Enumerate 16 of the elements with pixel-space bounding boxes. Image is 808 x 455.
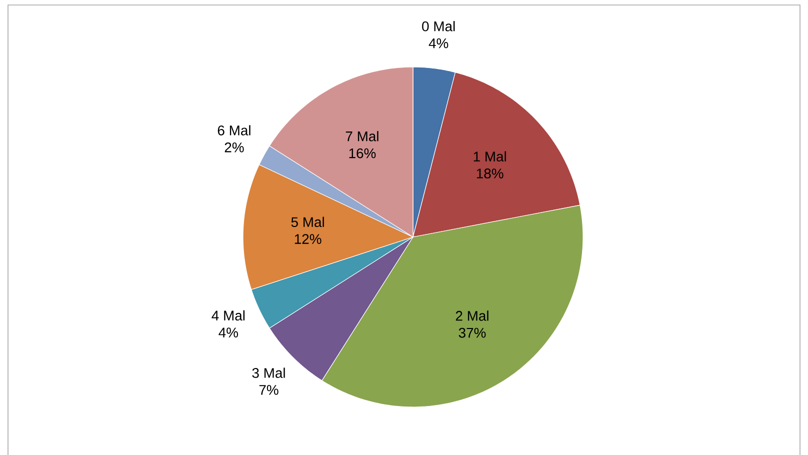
- data-label: 2%: [224, 142, 244, 152]
- slice-label: 0 Mal: [422, 20, 455, 32]
- slice-label: 1 Mal: [474, 151, 506, 162]
- slice-label: 5 Mal: [291, 216, 324, 227]
- data-label: 37%: [458, 328, 486, 338]
- data-label: 4%: [218, 327, 238, 338]
- data-label: 12%: [294, 234, 322, 244]
- slice-label: 3 Mal: [252, 367, 285, 378]
- slice-label: 2 Mal: [456, 310, 488, 321]
- data-label: 7%: [259, 384, 278, 395]
- slice-label: 7 Mal: [346, 130, 378, 142]
- data-label: 16%: [349, 148, 376, 158]
- slice-label: 4 Mal: [212, 310, 245, 320]
- data-label: 18%: [476, 168, 504, 178]
- slice-label: 6 Mal: [218, 124, 250, 136]
- data-label: 4%: [428, 38, 448, 48]
